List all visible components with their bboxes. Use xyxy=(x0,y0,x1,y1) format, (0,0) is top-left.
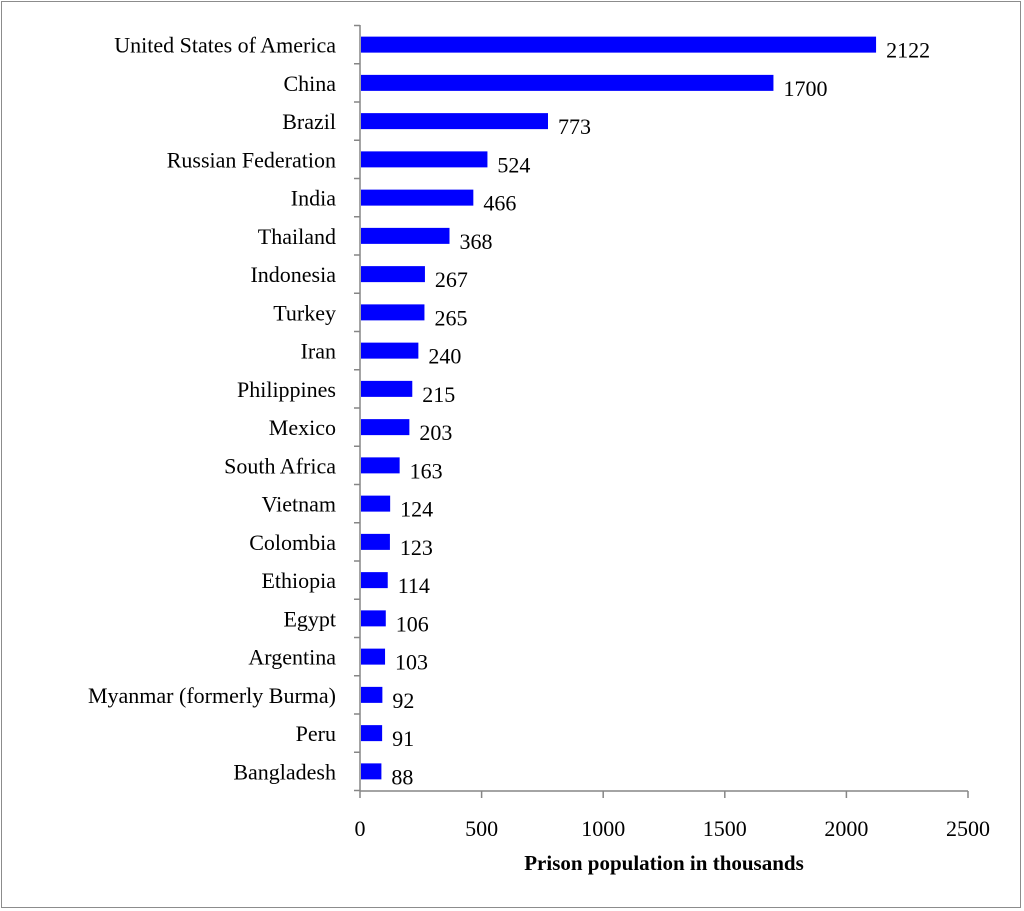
x-tick-label-2000: 2000 xyxy=(824,816,868,841)
bar-ethiopia xyxy=(361,572,388,589)
value-label-peru: 91 xyxy=(392,726,414,751)
bar-peru xyxy=(361,725,383,742)
labels-layer: United States of America 2122 China 1700 Bra… xyxy=(88,33,930,790)
category-label-argentina: Argentina xyxy=(248,645,336,670)
value-label-indonesia: 267 xyxy=(435,267,468,292)
category-label-myanmar-formerly-burma: Myanmar (formerly Burma) xyxy=(88,683,336,708)
category-label-iran: Iran xyxy=(301,339,336,364)
value-label-bangladesh: 88 xyxy=(391,764,413,789)
bar-brazil xyxy=(361,113,548,130)
category-label-south-africa: South Africa xyxy=(224,453,336,478)
bar-vietnam xyxy=(361,495,391,512)
category-label-mexico: Mexico xyxy=(269,415,336,440)
category-label-egypt: Egypt xyxy=(283,606,336,631)
bar-india xyxy=(361,189,474,206)
bar-iran xyxy=(361,342,419,359)
value-label-mexico: 203 xyxy=(419,420,452,445)
value-label-brazil: 773 xyxy=(558,114,591,139)
value-label-philippines: 215 xyxy=(422,382,455,407)
value-label-thailand: 368 xyxy=(459,229,492,254)
bar-bangladesh xyxy=(361,763,382,780)
value-label-egypt: 106 xyxy=(396,611,429,636)
x-tick-label-1500: 1500 xyxy=(703,816,747,841)
category-label-ethiopia: Ethiopia xyxy=(261,568,336,593)
category-label-russian-federation: Russian Federation xyxy=(167,147,336,172)
category-label-indonesia: Indonesia xyxy=(250,262,336,287)
x-axis-title: Prison population in thousands xyxy=(524,851,804,875)
value-label-south-africa: 163 xyxy=(410,458,443,483)
value-label-colombia: 123 xyxy=(400,535,433,560)
category-label-india: India xyxy=(291,186,336,211)
value-label-turkey: 265 xyxy=(434,305,467,330)
category-label-turkey: Turkey xyxy=(273,300,336,325)
category-label-thailand: Thailand xyxy=(258,224,336,249)
value-label-united-states-of-america: 2122 xyxy=(886,38,930,63)
value-label-argentina: 103 xyxy=(395,650,428,675)
x-tick-label-500: 500 xyxy=(465,816,498,841)
category-label-colombia: Colombia xyxy=(249,530,336,555)
value-label-vietnam: 124 xyxy=(400,497,433,522)
bar-mexico xyxy=(361,419,410,436)
value-label-iran: 240 xyxy=(428,344,461,369)
axes-layer: 0 500 1000 1500 2000 2500 xyxy=(354,24,990,841)
category-label-brazil: Brazil xyxy=(282,109,336,134)
category-label-united-states-of-america: United States of America xyxy=(114,33,336,58)
x-tick-label-1000: 1000 xyxy=(581,816,625,841)
bars-layer xyxy=(361,36,877,780)
category-label-bangladesh: Bangladesh xyxy=(233,759,336,784)
value-label-myanmar-formerly-burma: 92 xyxy=(392,688,414,713)
bar-colombia xyxy=(361,533,390,550)
bar-philippines xyxy=(361,380,413,397)
x-tick-label-2500: 2500 xyxy=(946,816,990,841)
category-label-philippines: Philippines xyxy=(237,377,336,402)
value-label-russian-federation: 524 xyxy=(497,152,530,177)
category-label-peru: Peru xyxy=(296,721,336,746)
bar-south-africa xyxy=(361,457,400,474)
bar-egypt xyxy=(361,610,386,627)
bar-russian-federation xyxy=(361,151,488,168)
bar-myanmar-formerly-burma xyxy=(361,686,383,703)
bar-argentina xyxy=(361,648,386,665)
bar-china xyxy=(361,74,774,91)
bar-united-states-of-america xyxy=(361,36,877,53)
category-label-vietnam: Vietnam xyxy=(262,492,336,517)
value-label-ethiopia: 114 xyxy=(398,573,430,598)
bar-turkey xyxy=(361,304,425,321)
x-tick-label-0: 0 xyxy=(355,816,366,841)
bar-indonesia xyxy=(361,266,425,283)
category-label-china: China xyxy=(283,71,336,96)
value-label-china: 1700 xyxy=(783,76,827,101)
value-label-india: 466 xyxy=(483,191,516,216)
bar-thailand xyxy=(361,227,450,244)
